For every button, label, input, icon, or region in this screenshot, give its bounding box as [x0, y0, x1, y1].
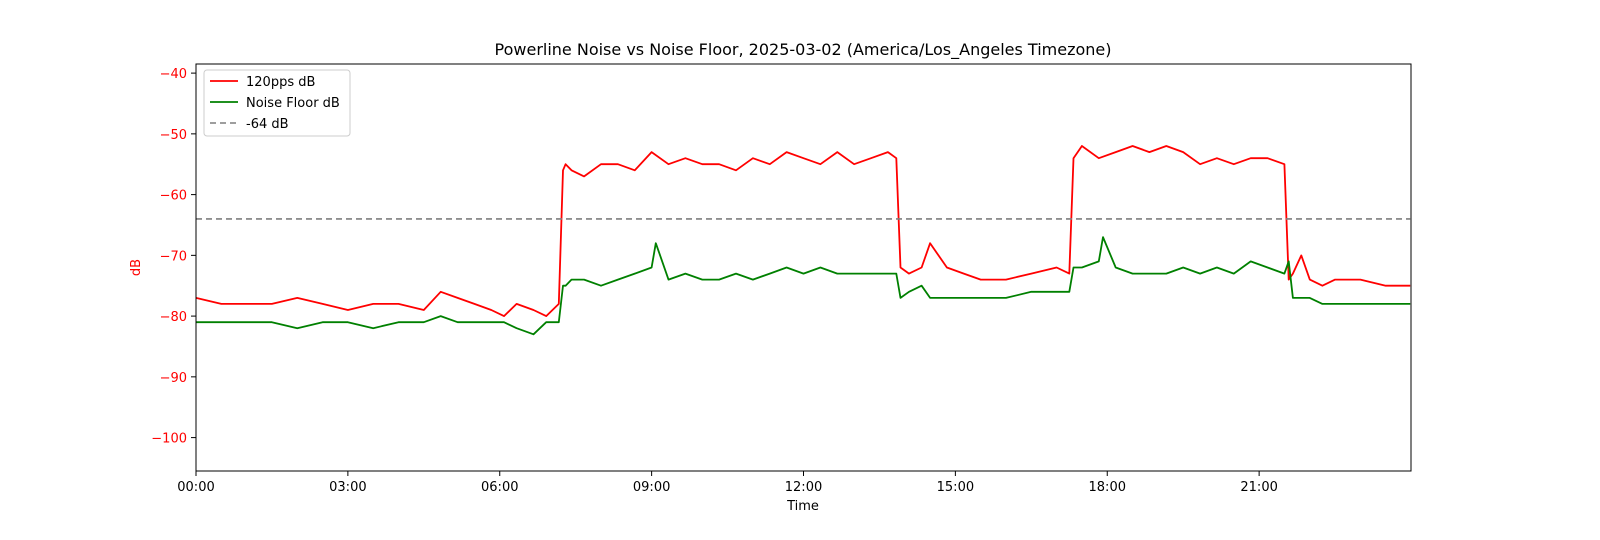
y-tick-label: −100	[151, 432, 187, 447]
legend-box	[203, 69, 351, 137]
legend: 120pps dB Noise Floor dB -64 dB	[203, 69, 351, 137]
y-tick-label: −50	[160, 128, 187, 143]
series-line-0	[195, 145, 1411, 318]
chart-title: Powerline Noise vs Noise Floor, 2025-03-…	[495, 40, 1112, 60]
x-tick-label: 15:00	[937, 480, 974, 495]
y-tick-label: −90	[160, 371, 187, 386]
x-tick-label: 21:00	[1240, 480, 1277, 495]
plot-area	[195, 145, 1411, 336]
x-axis: 00:00 03:00 06:00 09:00 12:00 15:00 18:00 21:00	[177, 471, 1278, 495]
legend-entry: 120pps dB	[246, 75, 315, 90]
series-line-1	[196, 236, 1411, 336]
x-tick-label: 09:00	[633, 480, 670, 495]
x-tick-label: 00:00	[177, 480, 214, 495]
y-axis-label: dB	[129, 259, 144, 276]
x-tick-label: 12:00	[785, 480, 822, 495]
x-axis-label: Time	[786, 499, 819, 514]
y-tick-label: −60	[160, 189, 187, 204]
y-tick-label: −80	[160, 310, 187, 325]
x-tick-label: 03:00	[329, 480, 366, 495]
y-axis: −40 −50 −60 −70 −80 −90 −100	[151, 67, 196, 447]
y-tick-label: −40	[160, 67, 187, 82]
x-tick-label: 06:00	[481, 480, 518, 495]
legend-entry: -64 dB	[246, 117, 289, 132]
plot-frame	[195, 63, 1412, 472]
x-tick-label: 18:00	[1089, 480, 1126, 495]
y-tick-label: −70	[160, 249, 187, 264]
legend-entry: Noise Floor dB	[246, 96, 340, 111]
